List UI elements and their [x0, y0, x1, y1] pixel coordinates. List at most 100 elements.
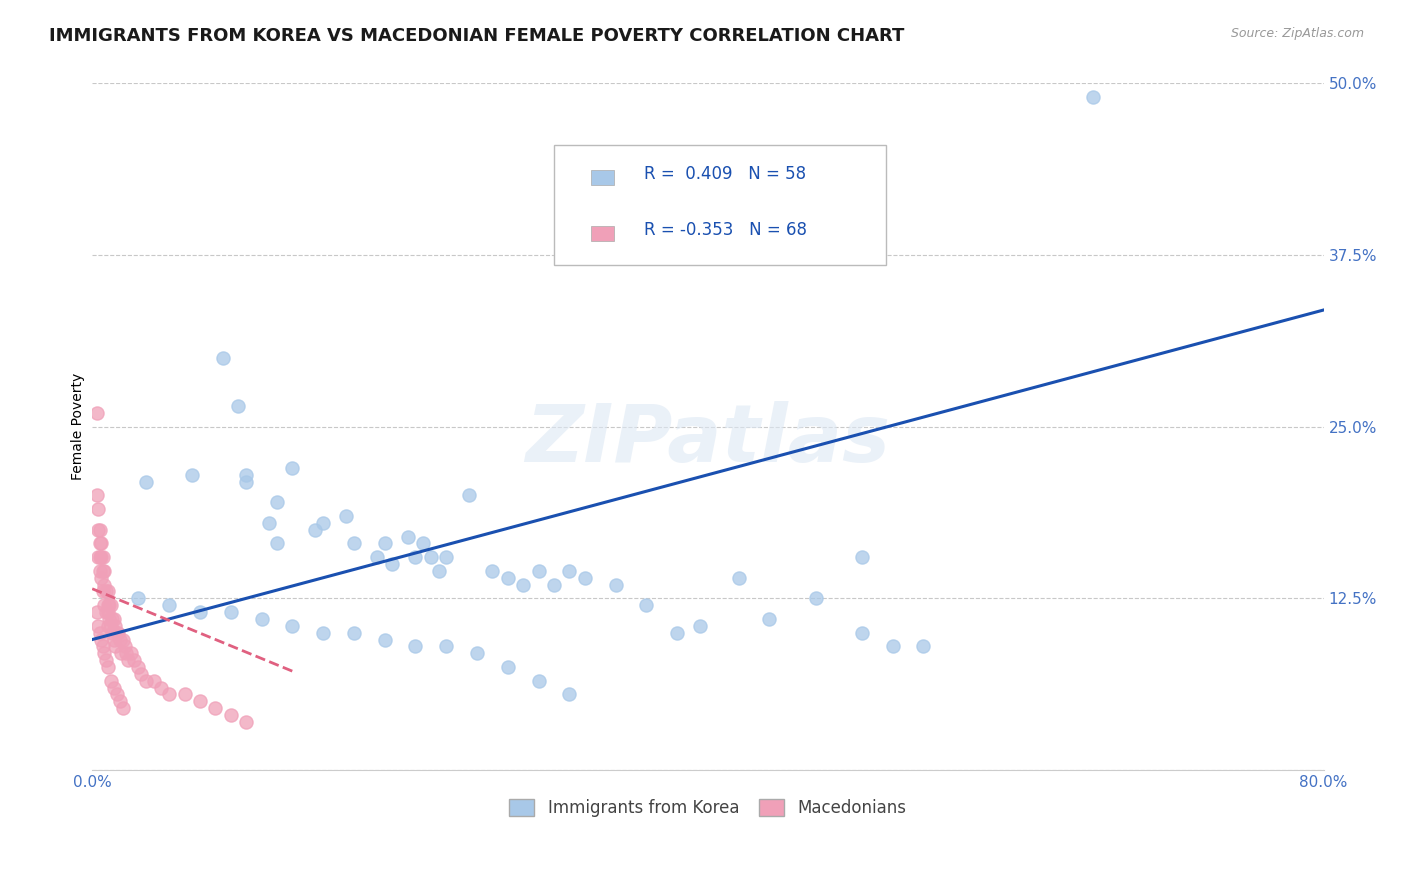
Point [250, 612, 273, 626]
Point [89, 625, 111, 640]
Bar [591, 226, 614, 241]
Point [312, 516, 335, 530]
Point [558, 688, 581, 702]
Point [108, 694, 131, 708]
Point [266, 536, 288, 550]
Point [381, 557, 404, 571]
Point [173, 688, 195, 702]
Point [98, 612, 121, 626]
Point [574, 571, 596, 585]
Point [404, 550, 426, 565]
Point [135, 673, 157, 688]
Point [135, 475, 157, 489]
Point [804, 591, 827, 606]
Point [107, 625, 129, 640]
Point [89, 536, 111, 550]
Point [87, 523, 110, 537]
Point [94, 605, 117, 619]
Point [142, 673, 165, 688]
Point [100, 619, 122, 633]
Text: R = -0.353   N = 68: R = -0.353 N = 68 [644, 220, 807, 239]
Point [212, 351, 235, 365]
Point [110, 646, 132, 660]
Point [543, 577, 565, 591]
Point [86, 488, 108, 502]
Point [111, 632, 134, 647]
Point [90, 536, 112, 550]
Point [558, 564, 581, 578]
Point [91, 550, 114, 565]
Point [90, 550, 112, 565]
Point [103, 681, 125, 695]
Point [366, 550, 388, 565]
Point [1081, 90, 1104, 104]
Point [127, 660, 149, 674]
Point [93, 577, 115, 591]
Point [434, 640, 457, 654]
Point [419, 550, 441, 565]
Point [100, 599, 122, 613]
Point [103, 632, 125, 647]
Text: R =  0.409   N = 58: R = 0.409 N = 58 [644, 165, 806, 183]
Point [91, 584, 114, 599]
Point [188, 694, 211, 708]
Point [87, 619, 110, 633]
Point [103, 612, 125, 626]
Point [108, 632, 131, 647]
Point [101, 625, 124, 640]
Point [157, 688, 180, 702]
Point [465, 646, 488, 660]
Point [527, 673, 550, 688]
Point [335, 508, 357, 523]
Point [374, 632, 396, 647]
Point [758, 612, 780, 626]
Bar [591, 170, 614, 185]
Point [219, 605, 242, 619]
Point [97, 599, 120, 613]
Point [114, 640, 136, 654]
Legend: Immigrants from Korea, Macedonians: Immigrants from Korea, Macedonians [502, 792, 912, 823]
Point [105, 688, 128, 702]
FancyBboxPatch shape [554, 145, 886, 266]
Point [98, 599, 121, 613]
Point [97, 584, 120, 599]
Point [481, 564, 503, 578]
Point [882, 640, 904, 654]
Text: Source: ZipAtlas.com: Source: ZipAtlas.com [1230, 27, 1364, 40]
Point [266, 495, 288, 509]
Point [93, 564, 115, 578]
Point [496, 571, 519, 585]
Point [87, 550, 110, 565]
Point [87, 502, 110, 516]
Point [636, 599, 658, 613]
Point [89, 523, 111, 537]
Point [605, 577, 627, 591]
Point [127, 591, 149, 606]
Point [458, 488, 481, 502]
Point [188, 605, 211, 619]
Point [120, 646, 142, 660]
Point [105, 625, 128, 640]
Point [181, 467, 204, 482]
Point [281, 461, 304, 475]
Point [727, 571, 749, 585]
Point [343, 625, 366, 640]
Point [100, 673, 122, 688]
Point [851, 625, 873, 640]
Point [434, 550, 457, 565]
Point [89, 550, 111, 565]
Point [97, 605, 120, 619]
Point [93, 599, 115, 613]
Text: ZIPatlas: ZIPatlas [526, 401, 890, 480]
Point [404, 640, 426, 654]
Point [204, 701, 226, 715]
Point [281, 619, 304, 633]
Point [104, 619, 127, 633]
Point [912, 640, 935, 654]
Point [527, 564, 550, 578]
Point [157, 599, 180, 613]
Point [312, 625, 335, 640]
Point [851, 550, 873, 565]
Point [97, 619, 120, 633]
Point [94, 653, 117, 667]
